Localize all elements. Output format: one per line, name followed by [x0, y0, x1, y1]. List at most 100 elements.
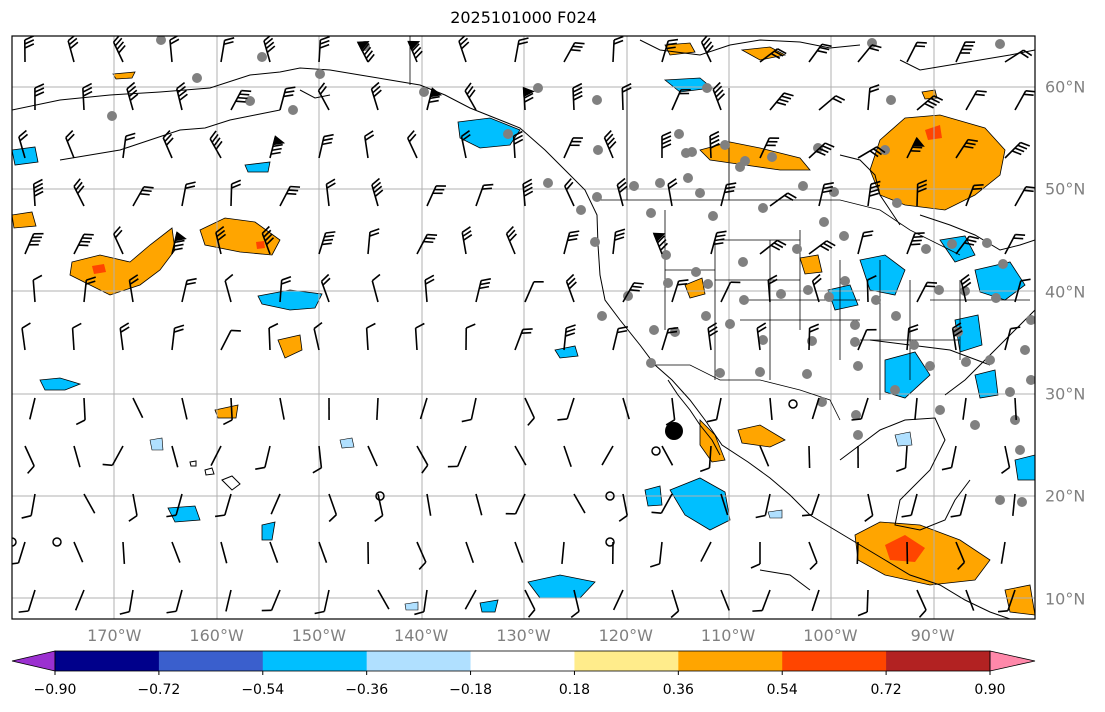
station-dot [1026, 375, 1035, 385]
wind-barb [670, 589, 680, 619]
station-dot [925, 361, 935, 371]
colorbar-segment [678, 651, 783, 671]
wind-barb [475, 278, 491, 303]
wind-barb [916, 95, 944, 111]
wind-barb [132, 186, 154, 207]
wind-barb [32, 178, 44, 207]
wind-barb [317, 82, 330, 111]
wind-barb [75, 397, 86, 426]
colorbar-tick-label: 0.72 [870, 682, 902, 698]
station-dot [419, 87, 429, 97]
wind-barb [914, 397, 918, 420]
wind-barb [1004, 141, 1031, 159]
wind-barb [573, 493, 586, 514]
station-dot [646, 358, 656, 368]
wind-barb [279, 86, 296, 111]
wind-barb [416, 541, 427, 570]
station-dot [871, 295, 881, 305]
wind-barb [314, 589, 330, 615]
wind-barb [119, 589, 134, 615]
station-dot [880, 145, 890, 155]
wind-barb [32, 274, 43, 303]
station-dot [592, 95, 602, 105]
wind-barb [74, 589, 85, 611]
wind-barb [424, 274, 435, 303]
wind-barb [896, 445, 908, 473]
wind-barb [621, 83, 632, 111]
wind-barb [18, 589, 36, 613]
station-dot [755, 367, 765, 377]
large-station-marker [665, 422, 683, 440]
wind-barb [759, 48, 787, 63]
station-dot [961, 357, 971, 367]
wind-barb [906, 136, 925, 159]
wind-barbs [12, 36, 1035, 619]
wind-barb [856, 541, 859, 565]
wind-barb [901, 493, 918, 518]
wind-barb [128, 274, 139, 303]
wind-barb [906, 324, 919, 351]
wind-barb [759, 239, 787, 255]
station-dot [107, 111, 117, 121]
station-dot [315, 69, 325, 79]
map-title: 2025101000 F024 [450, 8, 597, 27]
station-dot [725, 319, 735, 329]
wind-barb [73, 233, 94, 255]
wind-barb [563, 41, 585, 63]
wind-barb [82, 82, 93, 111]
wind-barb [162, 130, 174, 159]
station-dot [257, 52, 267, 62]
wind-barb [557, 397, 575, 421]
wind-barb [699, 445, 712, 473]
wind-barb [269, 135, 286, 159]
station-dot [590, 237, 600, 247]
wind-barb [808, 43, 832, 63]
wind-barb [419, 397, 428, 420]
light-negative-anomaly-regions [149, 431, 913, 611]
wind-barb [960, 274, 972, 303]
wind-barb [707, 322, 719, 351]
wind-barb [603, 129, 617, 159]
station-dot [813, 143, 823, 153]
wind-barb [416, 233, 438, 255]
wind-barb [83, 276, 96, 303]
wind-barb [867, 84, 880, 111]
wind-barb [808, 240, 836, 255]
strong-positive-anomaly-regions [92, 125, 942, 562]
station-dot [739, 295, 749, 305]
wind-barb [475, 183, 494, 207]
colorbar-tick-label: −0.18 [449, 682, 492, 698]
station-dot [646, 208, 656, 218]
wind-barb [710, 230, 727, 255]
wind-barb [671, 89, 691, 111]
wind-barb [73, 178, 85, 207]
wind-barb [661, 38, 679, 63]
station-dot [819, 217, 829, 227]
wind-barb [1014, 397, 1018, 421]
wind-barb [667, 178, 678, 207]
wind-barb [916, 281, 938, 303]
station-dot [886, 95, 896, 105]
wind-barb [261, 225, 275, 255]
wind-barb [21, 493, 36, 519]
wind-barb [376, 397, 379, 421]
map-frame [11, 35, 1036, 620]
wind-barb [851, 397, 869, 421]
wind-barb [363, 130, 375, 159]
wind-barb [769, 92, 794, 111]
wind-barb [709, 130, 720, 159]
wind-barb [320, 273, 331, 303]
station-dot [892, 198, 902, 208]
station-dot [798, 181, 808, 191]
wind-barb [312, 445, 323, 474]
wind-barb [18, 129, 29, 159]
station-dot [758, 335, 768, 345]
wind-barb [67, 36, 79, 63]
wind-barb [367, 228, 380, 255]
wind-barb [318, 541, 328, 563]
wind-barb [857, 44, 882, 63]
wind-barb [712, 81, 726, 111]
wind-barb [181, 277, 197, 303]
wind-barb [755, 493, 771, 519]
colorbar-extend-high [989, 650, 1036, 672]
